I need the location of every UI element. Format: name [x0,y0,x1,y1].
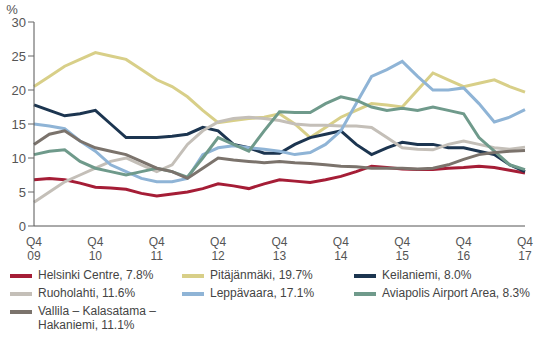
html-text:Leppävaara, 17.1%: Leppävaara, 17.1% [210,286,315,300]
svg-text:15: 15 [12,117,26,132]
svg-text:Q415: Q415 [394,235,410,262]
svg-text:0: 0 [19,219,26,234]
html-text:Aviapolis Airport Area, 8.3%: Aviapolis Airport Area, 8.3% [382,286,530,300]
html-text:Helsinki Centre, 7.8%: Helsinki Centre, 7.8% [38,268,154,282]
svg-text:10: 10 [12,151,26,166]
html-text:Keilaniemi, 8.0%: Keilaniemi, 8.0% [382,268,472,282]
svg-text:20: 20 [12,83,26,98]
svg-text:Q413: Q413 [271,235,287,262]
svg-text:Q416: Q416 [456,235,472,262]
svg-text:Q410: Q410 [87,235,103,262]
svg-text:Q417: Q417 [517,235,531,262]
svg-text:5: 5 [19,185,26,200]
svg-text:Q411: Q411 [149,235,165,262]
html-text:Ruoholahti, 11.6%: Ruoholahti, 11.6% [38,286,136,300]
html-text:Pitäjänmäki, 19.7%: Pitäjänmäki, 19.7% [210,268,313,282]
svg-text:Q414: Q414 [333,235,349,262]
svg-text:25: 25 [12,49,26,64]
svg-text:%: % [8,2,18,17]
svg-text:Q409: Q409 [26,235,42,262]
svg-text:Q412: Q412 [210,235,226,262]
html-text:Vallila – Kalasatama – Hakanie: Vallila – Kalasatama – Hakaniemi, 11.1% [38,304,156,332]
svg-text:30: 30 [11,14,26,30]
